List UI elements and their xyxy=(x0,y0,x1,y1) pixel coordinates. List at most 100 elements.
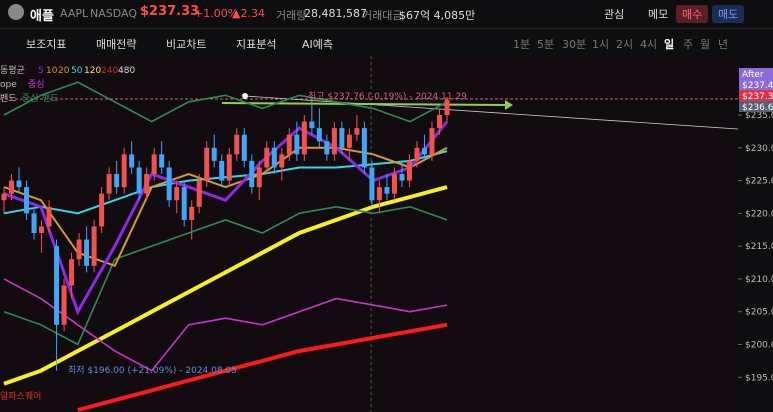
candle-body xyxy=(99,193,105,227)
candle-body xyxy=(54,246,60,325)
y-tick-label: $205.00 xyxy=(745,308,773,318)
timeframe-button[interactable]: 30분 xyxy=(562,38,587,51)
price: $237.33 xyxy=(140,4,200,19)
candle-body xyxy=(189,206,195,220)
price-tag xyxy=(739,101,773,112)
candle-body xyxy=(76,239,82,260)
tool-button[interactable]: 비교차트 xyxy=(166,38,207,51)
candle-body xyxy=(376,187,382,201)
candle-body xyxy=(301,121,307,155)
arrow-line xyxy=(221,102,506,106)
timeframe-button[interactable]: 4시 xyxy=(640,38,658,51)
amount: $67억 4,085만 xyxy=(399,9,476,22)
price-tag-label: $237.33 xyxy=(742,92,773,102)
timeframe-button[interactable]: 월 xyxy=(700,38,711,51)
candle-body xyxy=(361,128,367,168)
low-annotation: 최저 $196.00 (+21.09%) - 2024.08.05 xyxy=(68,365,237,376)
tool-button[interactable]: AI예측 xyxy=(302,38,334,51)
candle-body xyxy=(61,285,67,325)
candle-body xyxy=(1,193,7,201)
candle-body xyxy=(144,174,150,194)
candle-body xyxy=(9,180,15,194)
candle-body xyxy=(211,147,217,161)
tool-button[interactable]: 매매전략 xyxy=(96,38,137,51)
candle-body xyxy=(234,134,240,155)
timeframe-button[interactable]: 5분 xyxy=(537,38,555,51)
ticker: AAPL xyxy=(60,7,89,20)
y-tick-label: $220.00 xyxy=(745,209,773,219)
arrow-head xyxy=(505,100,513,110)
candle-body xyxy=(249,160,255,188)
candle-body xyxy=(346,134,352,148)
price-tag xyxy=(739,68,773,79)
candle-body xyxy=(181,187,187,220)
candle-body xyxy=(384,187,390,194)
candle-body xyxy=(414,147,420,161)
candle-body xyxy=(421,147,427,155)
legend-period: 5 xyxy=(38,66,44,76)
candle-body xyxy=(91,226,97,266)
watch-button[interactable]: 관심 xyxy=(604,8,625,21)
legend-period: 50 xyxy=(71,66,83,76)
brand: 알파스퀘어 xyxy=(0,391,41,402)
legend-period: 20 xyxy=(58,66,70,76)
timeframe-button[interactable]: 년 xyxy=(718,38,729,51)
candle-body xyxy=(331,128,337,155)
candle-body xyxy=(121,154,127,188)
legend-label: ope xyxy=(0,80,17,90)
legend-label: 밴드 xyxy=(42,93,59,104)
candle-body xyxy=(31,213,37,234)
candle-body xyxy=(84,239,90,266)
candle-body xyxy=(391,174,397,194)
y-tick-label: $195.00 xyxy=(745,373,773,383)
candle-body xyxy=(114,174,120,188)
candle-body xyxy=(174,187,180,201)
timeframe-button[interactable]: 주 xyxy=(683,38,694,51)
tool-button[interactable]: 지표분석 xyxy=(236,38,277,51)
candle-body xyxy=(219,160,225,181)
timeframe-button[interactable]: 2시 xyxy=(616,38,634,51)
candle-body xyxy=(264,147,270,168)
y-tick-label: $235.00 xyxy=(745,111,773,121)
indicator-line xyxy=(3,150,448,215)
price-tag xyxy=(739,90,773,101)
candle-body xyxy=(106,174,112,194)
candle-body xyxy=(324,141,330,155)
change: ▲2.34 xyxy=(232,7,265,20)
timeframe-button[interactable]: 1시 xyxy=(592,38,610,51)
indicator-line xyxy=(3,185,448,386)
candle-body xyxy=(204,147,210,181)
candle-body xyxy=(39,226,45,234)
candle-body xyxy=(271,147,277,168)
candle-body xyxy=(406,160,412,181)
logo xyxy=(8,4,24,20)
y-tick-label: $200.00 xyxy=(745,340,773,350)
sell-button[interactable]: 매도 xyxy=(712,5,745,23)
amount-label: 거래대금 xyxy=(362,9,403,22)
candle-body xyxy=(286,134,292,155)
candle-body xyxy=(16,180,22,188)
price-tag-label: $236.62 xyxy=(742,103,773,113)
timeframe-button[interactable]: 1분 xyxy=(513,38,531,51)
legend-label: 중심 xyxy=(28,79,45,90)
y-tick-label: $225.00 xyxy=(745,177,773,187)
legend-label: 동평균 xyxy=(0,65,25,76)
timeframe-button[interactable]: 일 xyxy=(664,38,675,51)
candle-body xyxy=(151,154,157,175)
y-tick-label: $210.00 xyxy=(745,275,773,285)
stock-name: 애플 xyxy=(30,9,54,24)
y-tick-label: $230.00 xyxy=(745,144,773,154)
candle-body xyxy=(136,167,142,194)
volume: 28,481,587 xyxy=(304,7,367,20)
legend-label: 밴드 xyxy=(0,93,17,104)
candle-body xyxy=(294,134,300,155)
tool-button[interactable]: 보조지표 xyxy=(26,38,67,51)
header: 애플 AAPL NASDAQ $237.33 +1.00% ▲2.34 거래량 … xyxy=(0,0,773,27)
candle-body xyxy=(339,128,345,148)
exchange: NASDAQ xyxy=(90,7,138,20)
memo-button[interactable]: 메모 xyxy=(648,8,669,21)
candle-body xyxy=(226,154,232,181)
buy-button[interactable]: 매수 xyxy=(676,5,709,23)
